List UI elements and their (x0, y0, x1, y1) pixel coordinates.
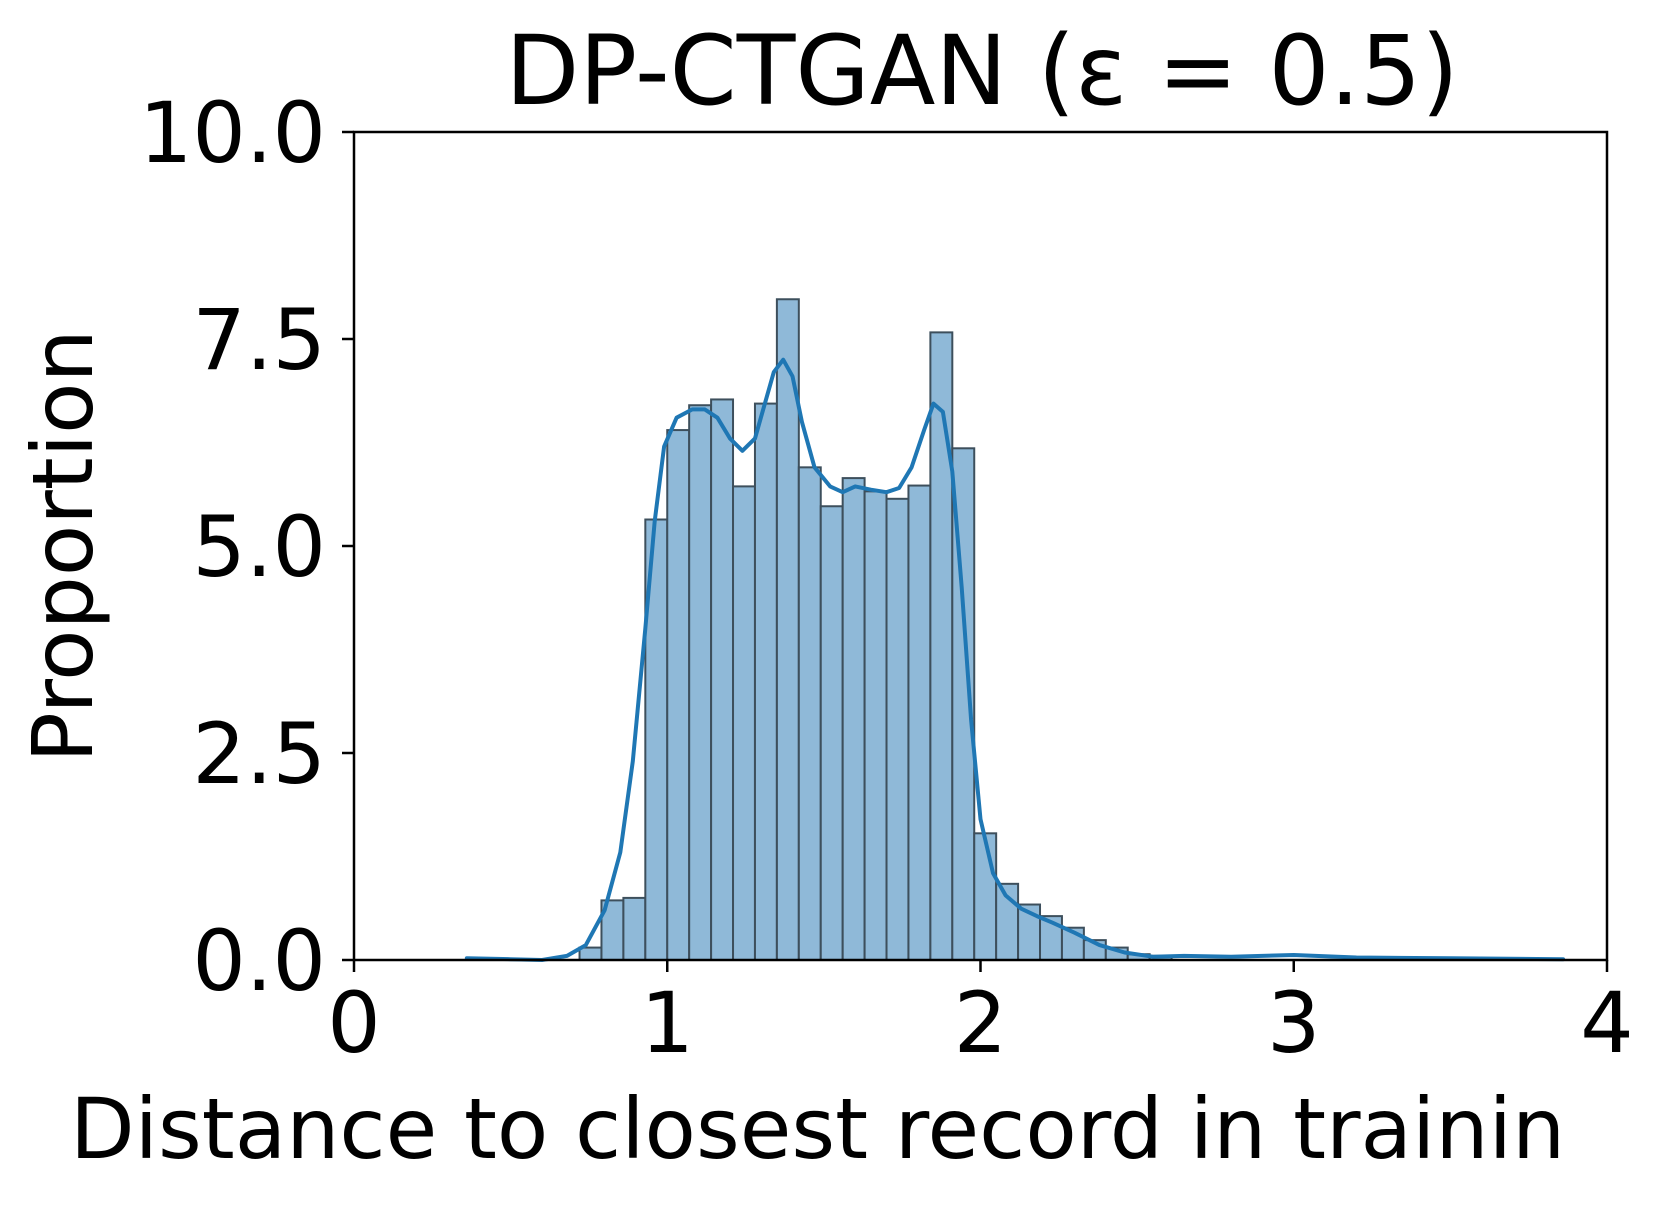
x-tick-label: 0 (327, 974, 380, 1072)
histogram-bar (885, 497, 910, 961)
histogram-bar (929, 331, 954, 962)
histogram-bar (710, 398, 735, 962)
histogram-bar (973, 832, 998, 961)
histogram-bar (622, 896, 647, 962)
x-tick-label: 2 (954, 974, 1007, 1072)
histogram-bar (753, 402, 778, 962)
x-axis-label: Distance to closest record in trainin (70, 1080, 1565, 1178)
histogram-bar (797, 466, 822, 961)
y-tick-label: 0.0 (192, 912, 326, 1010)
histogram-bar (841, 477, 866, 961)
y-tick-label: 10.0 (139, 84, 326, 182)
y-tick-label: 7.5 (192, 291, 326, 389)
histogram-bar (907, 484, 932, 961)
y-tick-label: 5.0 (192, 498, 326, 596)
y-axis-label: Proportion (14, 329, 112, 762)
x-tick-label: 4 (1580, 974, 1633, 1072)
histogram-bar (578, 946, 603, 962)
histogram-bars (578, 298, 1173, 962)
kde-line (464, 357, 1566, 962)
chart-title: DP-CTGAN (ε = 0.5) (505, 15, 1458, 127)
histogram-bar (819, 505, 844, 961)
x-axis-ticks: 0 1 2 3 4 (327, 960, 1634, 1072)
histogram-bar (732, 485, 756, 961)
kde-layer (464, 357, 1566, 962)
histogram-bar (863, 490, 888, 961)
histogram-bar (666, 429, 691, 961)
y-tick-label: 2.5 (192, 705, 326, 803)
x-tick-label: 1 (641, 974, 694, 1072)
y-axis-ticks: 0.0 2.5 5.0 7.5 10.0 (139, 84, 354, 1010)
histogram-bar (688, 404, 713, 961)
x-tick-label: 3 (1267, 974, 1320, 1072)
